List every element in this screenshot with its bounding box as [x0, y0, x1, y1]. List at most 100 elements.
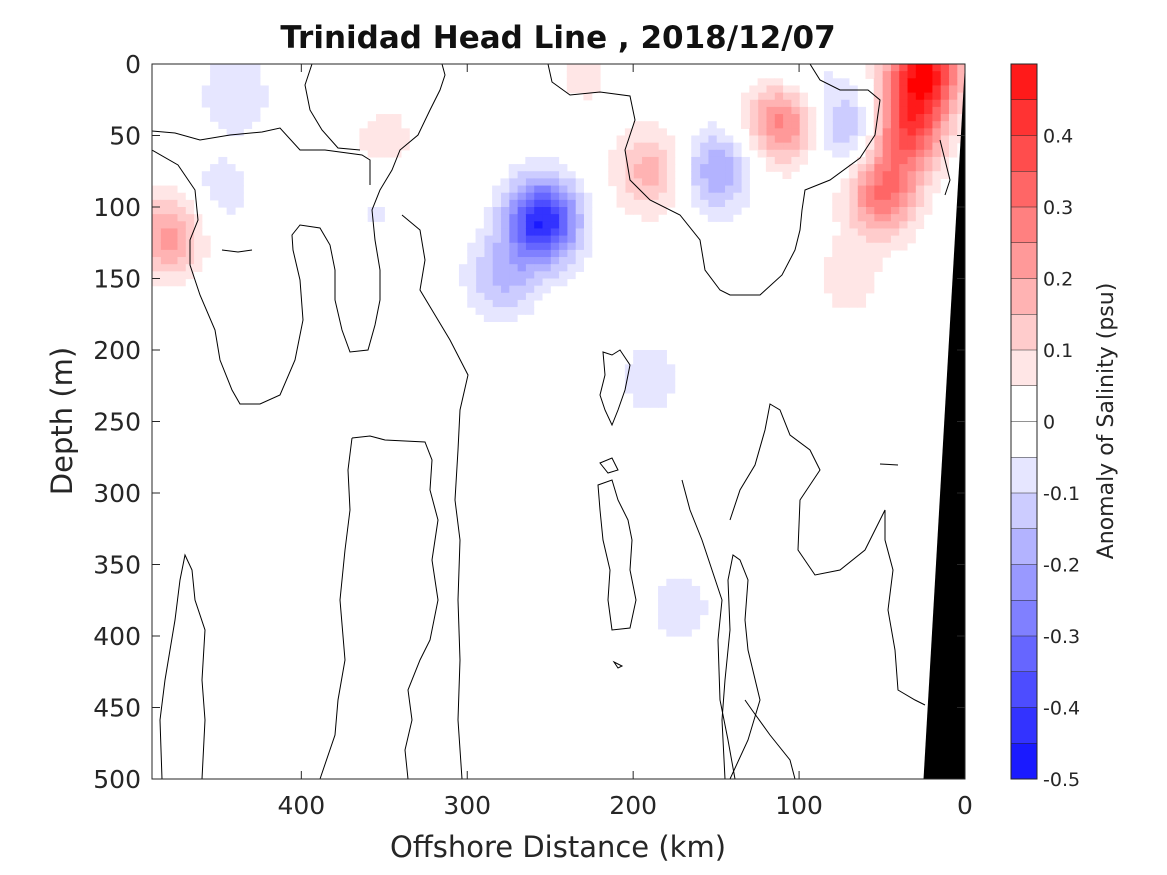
heat-cell: [699, 171, 709, 179]
heat-cell: [566, 178, 576, 187]
heat-cell: [757, 114, 767, 122]
heat-cell: [790, 85, 800, 94]
heat-cell: [915, 185, 925, 194]
zero-contour: [351, 435, 439, 779]
heat-cell: [707, 135, 717, 144]
heat-cell: [940, 128, 950, 137]
heat-cell: [500, 199, 510, 208]
heat-cell: [575, 192, 584, 201]
heat-cell: [890, 71, 900, 79]
heat-cell: [765, 114, 775, 122]
colorbar-swatch: [1011, 385, 1037, 422]
heat-cell: [400, 128, 410, 137]
heat-cell: [666, 164, 676, 172]
heat-cell: [226, 106, 236, 115]
zero-contour: [744, 699, 796, 779]
heat-cell: [649, 156, 659, 165]
heat-cell: [898, 207, 908, 215]
heat-cell: [251, 99, 261, 108]
heat-cell: [906, 235, 916, 244]
heat-cell: [865, 278, 875, 287]
heat-cell: [210, 99, 219, 108]
heat-cell: [790, 156, 800, 165]
heat-cell: [550, 264, 560, 272]
heat-cell: [732, 142, 742, 151]
heat-cell: [873, 228, 883, 237]
heat-cell: [517, 271, 526, 280]
heat-cell: [799, 135, 808, 144]
heat-cell: [492, 285, 502, 294]
heat-cell: [475, 285, 485, 294]
heat-cell: [375, 128, 385, 137]
heat-cell: [575, 221, 584, 230]
zero-contour: [599, 457, 619, 474]
heat-cell: [658, 142, 667, 151]
heat-cell: [716, 178, 726, 187]
heat-cell: [865, 257, 875, 265]
heat-cell: [948, 114, 958, 122]
heat-cell: [882, 192, 891, 201]
colorbar-swatch: [1011, 636, 1037, 673]
heat-cell: [160, 264, 170, 272]
zero-contour: [159, 553, 206, 779]
heat-cell: [541, 285, 551, 294]
heat-cell: [931, 135, 941, 144]
heat-cell: [882, 156, 891, 165]
heat-cell: [716, 135, 726, 144]
heat-cell: [201, 235, 211, 244]
heat-cell: [658, 192, 667, 201]
heat-cell: [857, 106, 867, 115]
heat-cell: [923, 192, 933, 201]
heat-cell: [541, 242, 551, 251]
heat-cell: [226, 199, 236, 208]
heat-cell: [956, 128, 965, 137]
heat-cell: [716, 214, 726, 222]
x-tick-label: 300: [443, 791, 491, 820]
heat-cell: [185, 271, 195, 280]
heat-cell: [890, 78, 900, 87]
heat-cell: [234, 199, 244, 208]
heat-cell: [931, 171, 941, 179]
heat-cell: [533, 207, 543, 215]
heat-cell: [757, 149, 767, 158]
heat-cell: [566, 171, 576, 179]
heat-cell: [160, 257, 170, 265]
heat-cell: [782, 164, 792, 172]
heat-cell: [741, 171, 750, 179]
heat-cell: [517, 178, 526, 187]
heat-cell: [658, 371, 667, 380]
heat-cell: [658, 392, 667, 401]
heat-cell: [550, 242, 560, 251]
heat-cell: [234, 71, 244, 79]
heat-cell: [906, 207, 916, 215]
heat-cell: [915, 199, 925, 208]
heat-cell: [508, 185, 518, 194]
heat-cell: [707, 149, 717, 158]
heat-cell: [251, 78, 261, 87]
heat-cell: [682, 607, 692, 616]
heat-cell: [674, 593, 684, 601]
heat-cell: [873, 249, 883, 258]
heat-cell: [533, 192, 543, 201]
heat-cell: [832, 99, 842, 108]
heat-cell: [193, 257, 203, 265]
colorbar-tick-label: -0.2: [1043, 555, 1080, 577]
heat-cell: [873, 257, 883, 265]
heat-cell: [774, 164, 784, 172]
heat-cell: [168, 221, 178, 230]
heat-cell: [782, 156, 792, 165]
colorbar-tick-label: 0.3: [1043, 197, 1073, 219]
heat-cell: [517, 235, 526, 244]
heat-cell: [716, 128, 726, 137]
heat-cell: [840, 199, 850, 208]
heat-cell: [765, 85, 775, 94]
heat-cell: [915, 171, 925, 179]
heat-cell: [898, 192, 908, 201]
heat-cell: [658, 199, 667, 208]
heat-cell: [765, 128, 775, 137]
heat-cell: [823, 71, 833, 79]
heat-cell: [541, 249, 551, 258]
heat-cell: [624, 164, 634, 172]
heat-cell: [840, 178, 850, 187]
heat-cell: [915, 106, 925, 115]
